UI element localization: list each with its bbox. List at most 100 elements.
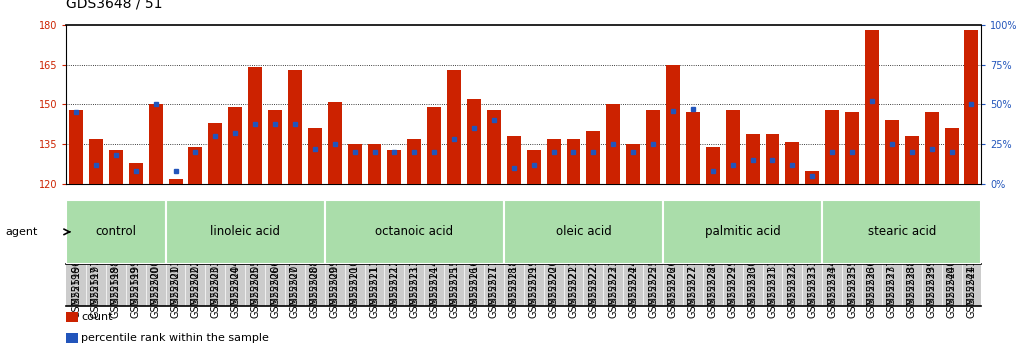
Text: GSM525218: GSM525218 (508, 266, 519, 325)
Bar (487, 110, 500, 184)
Bar (268, 110, 282, 184)
Bar (148, 104, 163, 184)
Bar (845, 113, 859, 184)
Text: GSM525210: GSM525210 (350, 266, 360, 325)
Bar (626, 144, 640, 184)
Text: GSM525238: GSM525238 (907, 266, 916, 325)
Text: control: control (96, 225, 136, 238)
Text: GSM525203: GSM525203 (211, 266, 221, 325)
Text: GSM525207: GSM525207 (290, 266, 300, 325)
Text: GSM525235: GSM525235 (847, 266, 857, 325)
Text: GSM525211: GSM525211 (369, 266, 379, 325)
Text: GSM525206: GSM525206 (271, 266, 280, 325)
Bar (905, 136, 918, 184)
Text: GSM525196: GSM525196 (71, 266, 81, 325)
Text: GSM525221: GSM525221 (569, 266, 579, 325)
Bar (865, 30, 879, 184)
Text: GSM525231: GSM525231 (768, 266, 777, 325)
Text: GSM525236: GSM525236 (866, 266, 877, 325)
Bar (188, 147, 202, 184)
Bar (666, 64, 680, 184)
Bar (706, 147, 720, 184)
Text: GSM525199: GSM525199 (131, 266, 140, 325)
Bar (348, 144, 362, 184)
Text: GSM525215: GSM525215 (450, 266, 459, 325)
Bar (387, 149, 402, 184)
Bar (408, 139, 421, 184)
Text: GSM525241: GSM525241 (966, 266, 976, 325)
Text: GSM525227: GSM525227 (687, 266, 698, 325)
Bar (447, 70, 461, 184)
Bar (663, 200, 822, 264)
Text: GDS3648 / 51: GDS3648 / 51 (66, 0, 163, 11)
Bar (825, 110, 839, 184)
Text: GSM525198: GSM525198 (111, 266, 121, 325)
Text: octanoic acid: octanoic acid (375, 225, 454, 238)
Text: GSM525204: GSM525204 (230, 266, 240, 325)
Bar (248, 67, 262, 184)
Text: GSM525197: GSM525197 (91, 266, 101, 325)
Text: GSM525200: GSM525200 (151, 266, 161, 325)
Text: GSM525217: GSM525217 (489, 266, 499, 325)
Text: GSM525228: GSM525228 (708, 266, 718, 325)
Bar (66, 200, 166, 264)
Text: linoleic acid: linoleic acid (211, 225, 281, 238)
Text: GSM525216: GSM525216 (469, 266, 479, 325)
Bar (327, 102, 342, 184)
Text: GSM525226: GSM525226 (668, 266, 678, 325)
Bar (89, 139, 103, 184)
Text: GSM525234: GSM525234 (827, 266, 837, 325)
Text: GSM525223: GSM525223 (608, 266, 618, 325)
Text: GSM525202: GSM525202 (190, 266, 200, 325)
Bar (745, 133, 760, 184)
Bar (308, 128, 321, 184)
Text: GSM525214: GSM525214 (429, 266, 439, 325)
Bar (69, 110, 83, 184)
Bar (506, 136, 521, 184)
Bar (467, 99, 481, 184)
Bar (546, 139, 560, 184)
Bar (785, 142, 799, 184)
Bar (885, 120, 899, 184)
Bar (427, 107, 441, 184)
Bar (169, 179, 182, 184)
Text: GSM525232: GSM525232 (787, 266, 797, 325)
Text: GSM525224: GSM525224 (629, 266, 639, 325)
Bar (766, 133, 779, 184)
Text: GSM525240: GSM525240 (947, 266, 957, 325)
Text: GSM525230: GSM525230 (747, 266, 758, 325)
Text: GSM525208: GSM525208 (310, 266, 319, 325)
Bar (228, 107, 242, 184)
Text: stearic acid: stearic acid (868, 225, 936, 238)
Bar (685, 113, 700, 184)
Text: GSM525225: GSM525225 (648, 266, 658, 325)
Bar (166, 200, 324, 264)
Text: GSM525209: GSM525209 (330, 266, 340, 325)
Bar (646, 110, 660, 184)
Bar (324, 200, 503, 264)
Text: GSM525229: GSM525229 (728, 266, 737, 325)
Text: GSM525220: GSM525220 (548, 266, 558, 325)
Bar (367, 144, 381, 184)
Text: agent: agent (5, 227, 38, 237)
Bar (924, 113, 939, 184)
Bar (945, 128, 958, 184)
Bar (606, 104, 620, 184)
Text: GSM525237: GSM525237 (887, 266, 897, 325)
Bar (566, 139, 581, 184)
Text: GSM525222: GSM525222 (589, 266, 598, 325)
Bar (503, 200, 663, 264)
Bar (208, 123, 223, 184)
Text: GSM525201: GSM525201 (171, 266, 181, 325)
Bar (964, 30, 978, 184)
Text: percentile rank within the sample: percentile rank within the sample (81, 333, 270, 343)
Bar (726, 110, 739, 184)
Bar (587, 131, 600, 184)
Text: GSM525233: GSM525233 (807, 266, 818, 325)
Text: GSM525212: GSM525212 (390, 266, 400, 325)
Text: GSM525219: GSM525219 (529, 266, 539, 325)
Bar (109, 149, 123, 184)
Bar (822, 200, 981, 264)
Bar (527, 149, 541, 184)
Bar (288, 70, 302, 184)
